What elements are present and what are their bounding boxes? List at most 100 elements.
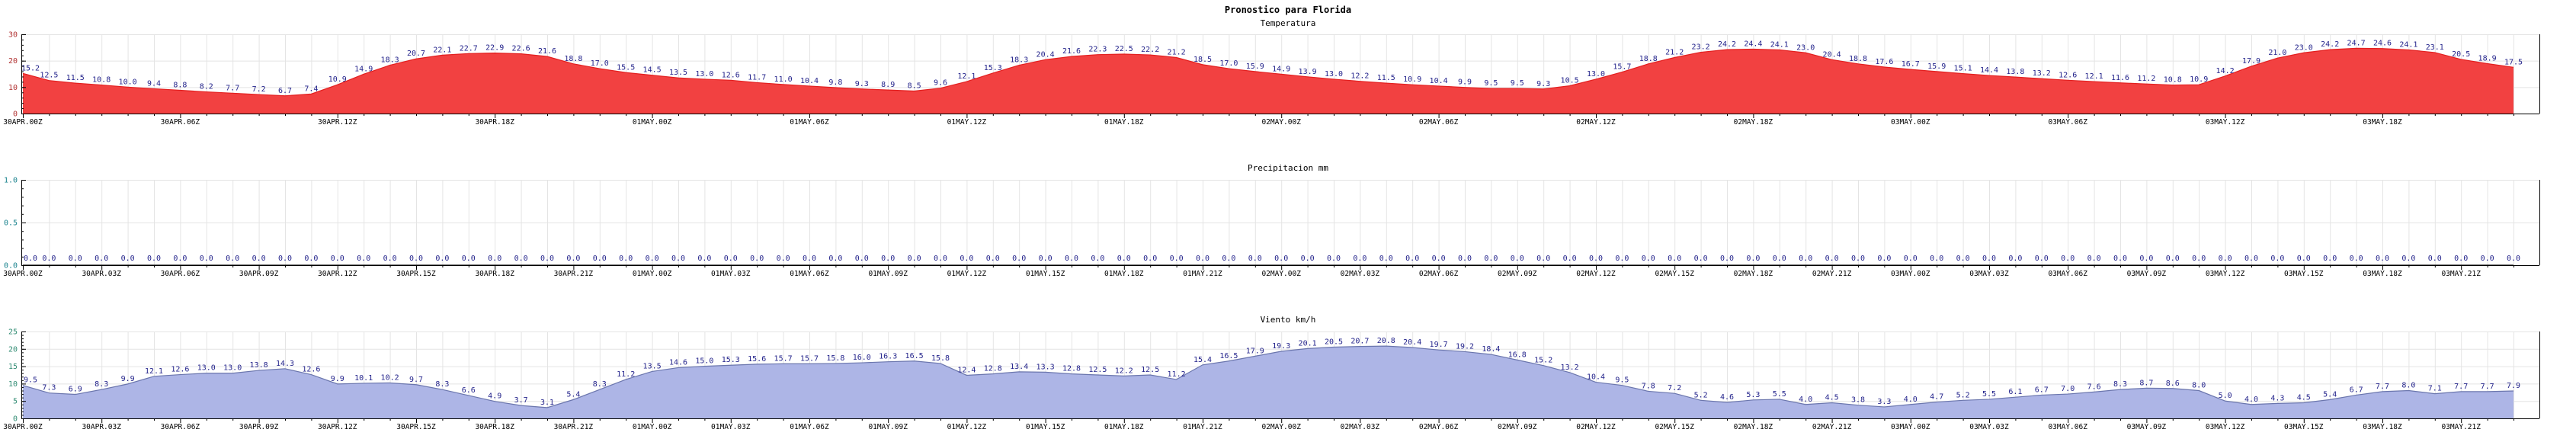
svg-text:0.0: 0.0 — [1274, 255, 1288, 263]
svg-text:0.0: 0.0 — [2297, 255, 2311, 263]
svg-text:15.3: 15.3 — [722, 356, 740, 364]
svg-text:24.2: 24.2 — [2321, 40, 2339, 49]
svg-text:0.0: 0.0 — [383, 255, 397, 263]
svg-text:16.8: 16.8 — [1508, 351, 1527, 359]
svg-text:12.5: 12.5 — [40, 72, 58, 80]
svg-text:01MAY.09Z: 01MAY.09Z — [868, 270, 908, 278]
svg-text:10.0: 10.0 — [119, 78, 137, 86]
svg-text:0.0: 0.0 — [488, 255, 501, 263]
svg-text:01MAY.18Z: 01MAY.18Z — [1104, 118, 1144, 127]
x-axis-labels: 30APR.00Z 30APR.06Z 30APR.12Z 30APR.18Z 01MA… — [3, 118, 2402, 127]
svg-text:4.9: 4.9 — [488, 392, 501, 401]
svg-text:0.0: 0.0 — [2270, 255, 2284, 263]
svg-text:0.0: 0.0 — [1694, 255, 1708, 263]
svg-text:7.1: 7.1 — [2428, 385, 2442, 393]
svg-text:01MAY.15Z: 01MAY.15Z — [1026, 423, 1065, 431]
svg-text:20.5: 20.5 — [1325, 338, 1343, 347]
svg-text:0.0: 0.0 — [1379, 255, 1393, 263]
svg-text:13.3: 13.3 — [1036, 363, 1055, 371]
svg-text:02MAY.18Z: 02MAY.18Z — [1734, 270, 1773, 278]
svg-text:10.8: 10.8 — [2164, 76, 2182, 85]
svg-text:18.3: 18.3 — [381, 56, 399, 65]
svg-text:20: 20 — [8, 57, 18, 66]
svg-text:0.0: 0.0 — [514, 255, 528, 263]
svg-text:0.0: 0.0 — [1170, 255, 1184, 263]
svg-text:0.0: 0.0 — [1432, 255, 1446, 263]
svg-text:0.0: 0.0 — [803, 255, 816, 263]
axes — [21, 332, 2540, 423]
svg-text:03MAY.18Z: 03MAY.18Z — [2363, 118, 2402, 127]
svg-text:7.2: 7.2 — [252, 85, 266, 94]
svg-text:02MAY.12Z: 02MAY.12Z — [1576, 118, 1616, 127]
svg-text:30APR.18Z: 30APR.18Z — [475, 423, 514, 431]
svg-text:18.8: 18.8 — [1639, 55, 1658, 63]
svg-text:20.4: 20.4 — [1036, 50, 1055, 59]
svg-text:0.0: 0.0 — [2219, 255, 2232, 263]
svg-text:30APR.03Z: 30APR.03Z — [82, 423, 121, 431]
svg-text:16.7: 16.7 — [1902, 60, 1920, 69]
svg-text:0.0: 0.0 — [1196, 255, 1210, 263]
svg-text:0.0: 0.0 — [2087, 255, 2101, 263]
svg-text:0.0: 0.0 — [2376, 255, 2389, 263]
svg-text:01MAY.06Z: 01MAY.06Z — [790, 270, 829, 278]
svg-text:4.0: 4.0 — [1799, 396, 1812, 404]
svg-text:8.3: 8.3 — [593, 380, 607, 389]
svg-text:02MAY.21Z: 02MAY.21Z — [1812, 423, 1852, 431]
svg-text:20.4: 20.4 — [1823, 50, 1841, 59]
svg-text:12.1: 12.1 — [957, 72, 976, 81]
svg-text:0.0: 0.0 — [462, 255, 476, 263]
svg-text:0.0: 0.0 — [1956, 255, 1970, 263]
svg-text:12.6: 12.6 — [2059, 71, 2077, 79]
svg-text:30APR.06Z: 30APR.06Z — [161, 423, 200, 431]
svg-text:13.2: 13.2 — [1561, 364, 1579, 372]
svg-text:0.0: 0.0 — [2244, 255, 2258, 263]
svg-text:22.7: 22.7 — [460, 44, 478, 53]
svg-text:12.1: 12.1 — [2085, 72, 2103, 81]
svg-text:30APR.03Z: 30APR.03Z — [82, 270, 121, 278]
svg-text:22.3: 22.3 — [1088, 46, 1107, 54]
svg-text:0.0: 0.0 — [95, 255, 108, 263]
svg-text:13.8: 13.8 — [2006, 68, 2024, 76]
svg-text:15.7: 15.7 — [774, 354, 793, 363]
svg-text:8.9: 8.9 — [881, 81, 895, 89]
svg-text:4.0: 4.0 — [2244, 396, 2258, 404]
svg-text:8.8: 8.8 — [173, 81, 187, 89]
svg-text:30APR.21Z: 30APR.21Z — [554, 423, 594, 431]
svg-text:4.6: 4.6 — [1720, 393, 1734, 402]
svg-text:12.5: 12.5 — [1088, 366, 1107, 374]
svg-text:0.0: 0.0 — [593, 255, 607, 263]
svg-text:24.2: 24.2 — [1718, 40, 1736, 49]
svg-text:0.0: 0.0 — [173, 255, 187, 263]
svg-text:10: 10 — [8, 84, 18, 92]
svg-text:10.8: 10.8 — [92, 76, 111, 85]
wind-chart: 9.5 7.3 6.9 8.3 9.9 12.1 12.6 13.0 13.0 13.8 14.3 1… — [3, 328, 2540, 431]
svg-text:21.0: 21.0 — [2268, 49, 2286, 57]
svg-text:14.5: 14.5 — [643, 66, 662, 75]
svg-text:0.0: 0.0 — [304, 255, 318, 263]
svg-text:02MAY.21Z: 02MAY.21Z — [1812, 270, 1852, 278]
svg-text:8.2: 8.2 — [200, 83, 213, 91]
svg-text:22.9: 22.9 — [485, 44, 504, 53]
svg-text:02MAY.12Z: 02MAY.12Z — [1576, 423, 1616, 431]
svg-text:4.5: 4.5 — [1825, 393, 1839, 402]
svg-text:11.2: 11.2 — [2137, 75, 2155, 83]
svg-text:17.5: 17.5 — [2504, 58, 2523, 66]
svg-text:7.0: 7.0 — [2061, 385, 2075, 393]
svg-text:0.0: 0.0 — [2008, 255, 2022, 263]
svg-text:19.2: 19.2 — [1456, 342, 1474, 351]
svg-text:16.5: 16.5 — [905, 352, 924, 360]
svg-text:03MAY.06Z: 03MAY.06Z — [2048, 270, 2087, 278]
svg-text:13.0: 13.0 — [223, 364, 242, 373]
svg-text:0.0: 0.0 — [1982, 255, 1996, 263]
svg-text:8.7: 8.7 — [2139, 379, 2153, 387]
svg-text:0.0: 0.0 — [435, 255, 449, 263]
svg-text:15.8: 15.8 — [826, 354, 844, 363]
svg-text:5.2: 5.2 — [1694, 391, 1708, 399]
svg-text:01MAY.15Z: 01MAY.15Z — [1026, 270, 1065, 278]
svg-text:4.3: 4.3 — [2270, 394, 2284, 402]
svg-text:9.7: 9.7 — [409, 376, 423, 384]
svg-text:15: 15 — [8, 363, 18, 371]
svg-text:01MAY.12Z: 01MAY.12Z — [947, 423, 987, 431]
svg-text:21.2: 21.2 — [1168, 49, 1186, 57]
